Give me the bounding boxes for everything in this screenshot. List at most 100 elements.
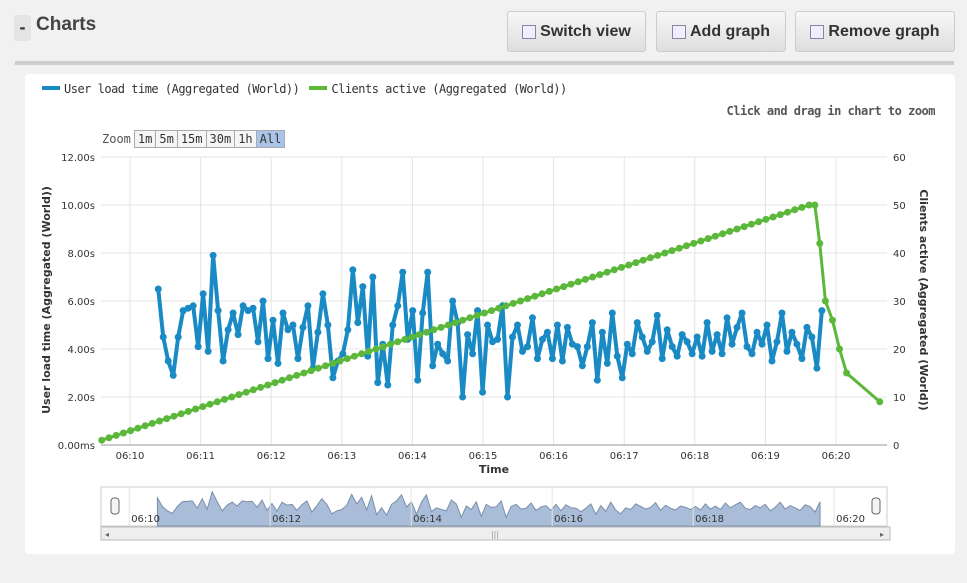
data-point xyxy=(803,323,811,331)
zoom-5m[interactable]: 5m xyxy=(155,130,178,148)
data-point xyxy=(289,321,297,329)
data-point xyxy=(548,355,556,363)
legend-item-clients[interactable]: Clients active (Aggregated (World)) xyxy=(309,82,567,96)
data-point xyxy=(414,376,422,384)
data-point xyxy=(264,355,272,363)
navigator-handle[interactable] xyxy=(110,497,120,515)
data-point xyxy=(514,321,522,329)
navigator-handle[interactable] xyxy=(871,497,881,515)
x-tick: 06:15 xyxy=(469,451,498,462)
data-point xyxy=(805,201,813,209)
data-point xyxy=(184,407,192,415)
legend-item-load-time[interactable]: User load time (Aggregated (World)) xyxy=(42,82,300,96)
data-point xyxy=(199,290,207,298)
data-point xyxy=(324,321,332,329)
data-point xyxy=(434,340,442,348)
data-point xyxy=(784,208,792,216)
data-point xyxy=(389,321,397,329)
series-line xyxy=(156,253,824,399)
data-point xyxy=(379,343,387,351)
data-point xyxy=(469,350,477,358)
series-line xyxy=(101,203,881,442)
data-point xyxy=(588,319,596,327)
data-point xyxy=(220,395,228,403)
data-point xyxy=(763,321,771,329)
scrollbar[interactable] xyxy=(100,526,891,541)
data-point xyxy=(372,345,380,353)
data-point xyxy=(836,345,844,353)
data-point xyxy=(698,352,706,360)
data-point xyxy=(444,357,452,365)
data-point xyxy=(589,273,597,281)
data-point xyxy=(747,220,755,228)
data-point xyxy=(488,307,496,315)
add-graph-button[interactable]: Add graph xyxy=(656,11,786,52)
data-point xyxy=(758,340,766,348)
data-point xyxy=(257,383,265,391)
remove-graph-button[interactable]: Remove graph xyxy=(795,11,955,52)
data-point xyxy=(791,206,799,214)
switch-view-button[interactable]: Switch view xyxy=(507,11,646,52)
data-point xyxy=(723,314,731,322)
data-point xyxy=(581,275,589,283)
data-point xyxy=(437,323,445,331)
zoom-15m[interactable]: 15m xyxy=(176,130,207,148)
navigator-tick: 06:18 xyxy=(695,514,724,525)
data-point xyxy=(429,362,437,370)
data-point xyxy=(769,213,777,221)
data-point xyxy=(813,364,821,372)
scroll-left-arrow[interactable]: ◂ xyxy=(105,530,109,539)
data-point xyxy=(808,333,816,341)
x-tick: 06:12 xyxy=(257,451,286,462)
y-left-label: User load time (Aggregated (World)) xyxy=(40,186,53,414)
data-point xyxy=(821,297,829,305)
data-point xyxy=(560,283,568,291)
scroll-right-arrow[interactable]: ▸ xyxy=(880,530,884,539)
data-point xyxy=(509,333,517,341)
data-point xyxy=(632,259,640,267)
x-tick: 06:10 xyxy=(116,451,145,462)
navigator-tick: 06:20 xyxy=(836,514,865,525)
data-point xyxy=(713,331,721,339)
data-point xyxy=(688,350,696,358)
x-axis-label: Time xyxy=(479,463,509,476)
data-point xyxy=(466,314,474,322)
data-point xyxy=(480,309,488,317)
data-point xyxy=(748,350,756,358)
data-point xyxy=(524,295,532,303)
zoom-selector: Zoom 1m 5m 15m 30m 1h All xyxy=(102,130,286,148)
data-point xyxy=(274,359,282,367)
zoom-1h[interactable]: 1h xyxy=(234,130,257,148)
data-point xyxy=(623,340,631,348)
data-point xyxy=(329,374,337,382)
data-point xyxy=(625,261,633,269)
data-point xyxy=(344,326,352,334)
zoom-1m[interactable]: 1m xyxy=(133,130,157,148)
data-point xyxy=(693,333,701,341)
data-point xyxy=(818,307,826,315)
zoom-30m[interactable]: 30m xyxy=(205,130,236,148)
data-point xyxy=(336,357,344,365)
collapse-button[interactable]: - xyxy=(14,15,31,41)
data-point xyxy=(778,309,786,317)
navigator-tick: 06:14 xyxy=(413,514,442,525)
data-point xyxy=(494,335,502,343)
data-point xyxy=(374,379,382,387)
data-point xyxy=(738,309,746,317)
data-point xyxy=(518,347,526,355)
data-point xyxy=(578,362,586,370)
y-left-tick: 2.00s xyxy=(68,393,95,404)
data-point xyxy=(249,386,257,394)
data-point xyxy=(339,350,347,358)
data-point xyxy=(299,323,307,331)
zoom-all[interactable]: All xyxy=(255,130,286,148)
data-point xyxy=(314,364,322,372)
y-right-tick: 10 xyxy=(893,393,906,404)
data-point xyxy=(329,359,337,367)
data-point xyxy=(531,292,539,300)
data-point xyxy=(545,287,553,295)
x-tick: 06:18 xyxy=(680,451,709,462)
data-point xyxy=(726,227,734,235)
data-point xyxy=(783,347,791,355)
